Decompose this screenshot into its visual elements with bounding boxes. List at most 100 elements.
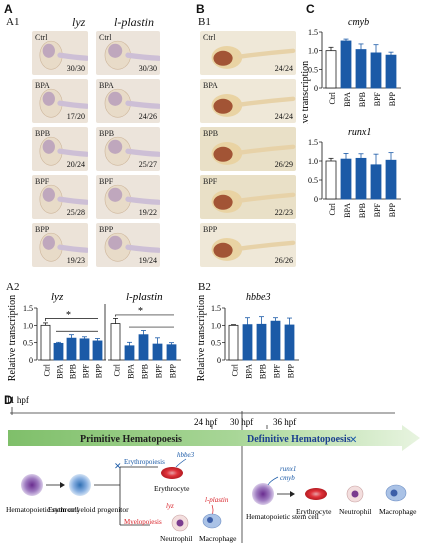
y-tick-label: 0 [29,356,33,365]
x-tick-label: BPB [140,364,149,379]
b1-thumb-bpp: BPP 26/26 [200,223,296,267]
x-tick-label: BPP [168,363,177,378]
thumb-label: BPP [203,225,218,234]
a1-lplastin-thumb-bpb: BPB 25/27 [96,127,160,171]
y-tick-label: 1.5 [211,304,221,313]
bar-ctrl [228,324,239,361]
thumb-label: Ctrl [35,33,48,42]
thumb-label: BPA [203,81,218,90]
bar-bpb [355,157,367,200]
label-36hpf: 36 hpf [273,417,296,427]
thumb-count: 17/20 [66,112,85,121]
bar-ctrl [325,50,337,89]
lplastin-marker: l-plastin [205,496,229,504]
neutrophil-label: Neutrophil [160,534,193,543]
thumb-label: BPF [203,177,218,186]
bar-bpa [124,345,135,361]
panel-letter-b: B [196,2,205,16]
thumb-count: 26/29 [274,160,293,169]
y-tick-label: 1.0 [23,321,33,330]
bar-ctrl [325,160,337,200]
thumb-label: BPB [35,129,51,138]
x-tick-label: BPB [358,92,367,107]
x-tick-label: BPB [68,364,77,379]
definitive-label: Definitive Hematopoesis [247,434,351,445]
x-tick-label: BPA [343,92,352,107]
a1-lyz-thumb-ctrl: Ctrl 30/30 [32,31,88,75]
bar-bpa [340,158,352,200]
x-tick-label: BPF [272,363,281,378]
thumb-label: BPP [99,225,114,234]
y-tick-label: 1.5 [23,304,33,313]
y-tick-label: 0.5 [308,176,318,185]
bar-bpp [166,344,177,361]
a1-lplastin-thumb-bpa: BPA 24/26 [96,79,160,123]
thumb-count: 22/23 [274,208,293,217]
bar-bpp [284,324,295,361]
bar-bpp [92,340,103,361]
x-tick-label: BPP [94,363,103,378]
myelopoiesis-label: Myelopoiesis [124,518,162,526]
thumb-label: BPP [35,225,50,234]
hbbe3-marker: hbbe3 [177,451,195,459]
bar-bpf [270,320,281,361]
x-tick-label: Ctrl [112,363,121,376]
emp-label: Erythromyeloid progenitor [48,505,129,514]
definitive-erythrocyte-cell-icon [305,488,327,500]
significance-marker: * [138,306,143,317]
y-tick-label: 0 [314,195,318,204]
a1-lplastin-thumb-ctrl: Ctrl 30/30 [96,31,160,75]
y-tick-label: 1.0 [308,157,318,166]
thumb-count: 19/23 [66,256,85,265]
x-tick-label: Ctrl [328,91,337,104]
panel-label-a2: A2 [6,281,20,293]
x-tick-label: BPA [343,203,352,218]
bar-bpp [385,159,397,200]
bar-bpb [256,323,267,361]
x-tick-label: BPF [373,202,382,217]
x-tick-label: BPP [286,363,295,378]
erythropoiesis-label: Erythropoiesis [124,458,165,466]
thumb-label: BPB [203,129,219,138]
y-tick-label: 0.5 [308,65,318,74]
definitive-erythrocyte-label: Erythrocyte [296,507,332,516]
y-axis-label: Relative transcription [7,295,18,381]
thumb-count: 30/30 [66,64,85,73]
thumb-count: 24/24 [274,112,293,121]
x-tick-label: BPB [258,364,267,379]
bar-bpb [66,337,77,361]
hematopoiesis-diagram: 11 hpf 24 hpf 30 hpf 36 hpf Primitive He… [6,395,420,543]
x-tick-label: BPB [358,203,367,218]
thumb-label: BPF [99,177,114,186]
x-tick-label: BPF [373,91,382,106]
thumb-count: 30/30 [138,64,157,73]
b1-thumb-bpa: BPA 24/24 [200,79,296,123]
hsc-cell-icon [21,474,43,496]
thumb-count: 25/27 [138,160,157,169]
bar-ctrl [40,324,51,361]
x-tick-label: BPP [388,202,397,217]
panel-letter-a: A [4,2,13,16]
panel-label-b1: B1 [198,16,211,28]
a1-lplastin-thumb-bpf: BPF 19/22 [96,175,160,219]
sig-bracket-lpl [115,314,174,317]
a1-col-lplastin: l-plastin [114,15,155,29]
thumb-count: 25/28 [66,208,85,217]
thumb-count: 20/24 [66,160,85,169]
panel-label-b2: B2 [198,281,211,293]
bar-bpp [385,54,397,89]
label-30hpf: 30 hpf [230,417,253,427]
thumb-count: 26/26 [274,256,293,265]
x-tick-label: Ctrl [42,363,51,376]
emp-cell-icon [69,474,91,496]
y-axis-label: Relative transcription [196,295,207,381]
thumb-label: BPF [35,177,50,186]
x-tick-label: BPF [81,363,90,378]
cmyb-marker: cmyb [280,474,295,482]
definitive-neutrophil-label: Neutrophil [339,507,372,516]
bar-bpf [370,52,382,89]
y-tick-label: 1.0 [211,321,221,330]
erythropoiesis-cross-icon: ✕ [114,461,122,471]
definitive-hsc-label: Hematopoietic stem cell [246,512,319,521]
lyz-marker: lyz [166,502,174,510]
